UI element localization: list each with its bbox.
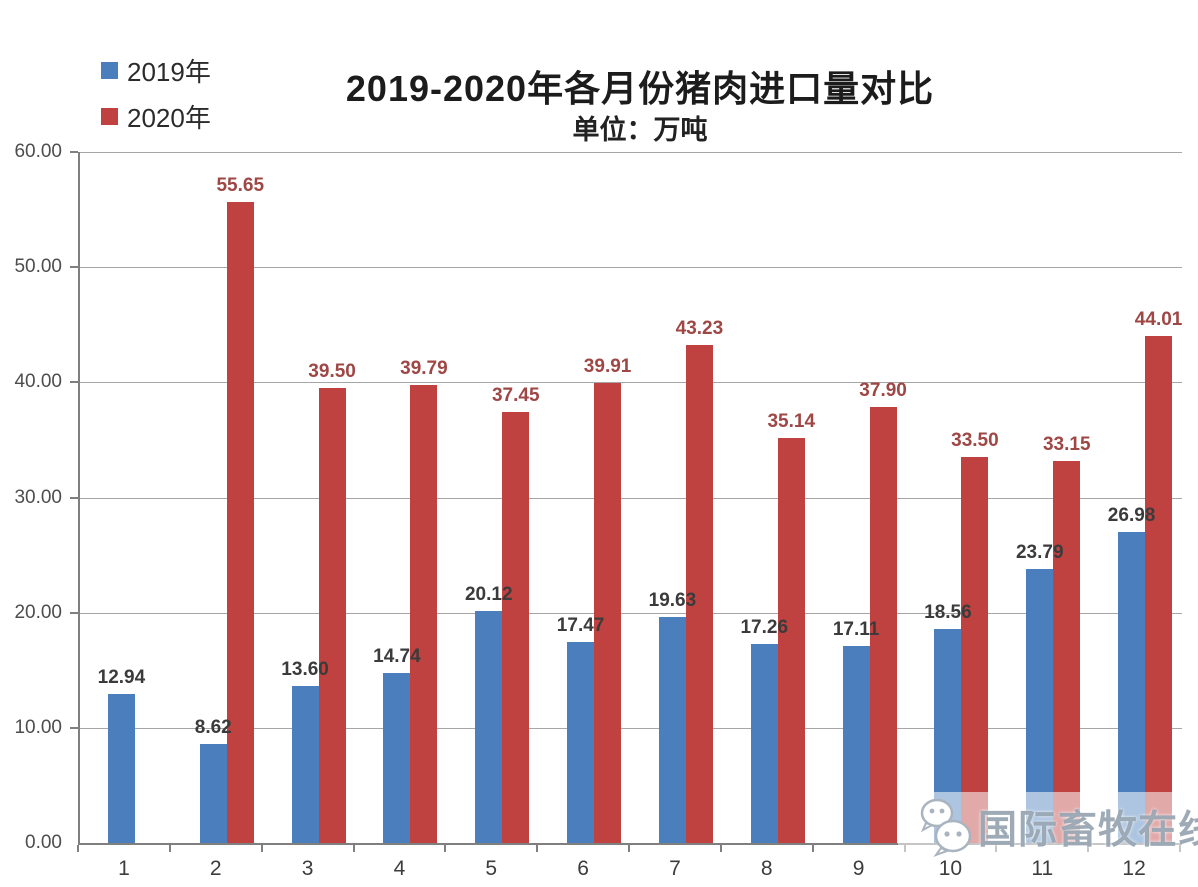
bar-2019年-month-5: [475, 611, 503, 843]
bar-value-label: 37.45: [491, 384, 540, 406]
y-tick-label: 10.00: [14, 716, 62, 738]
wechat-icon: [916, 796, 978, 858]
y-tick-mark: [70, 381, 78, 384]
y-axis: 0.00 10.00 20.00 30.00 40.00 50.00 60.00: [0, 142, 78, 853]
bar-value-label: 39.91: [583, 356, 632, 378]
bar-2019年-month-3: [291, 686, 319, 843]
bar-2020年-month-6: [594, 383, 622, 843]
x-tick-label: 5: [485, 857, 498, 880]
bar-value-label: 18.56: [924, 602, 972, 624]
bar-2020年-month-11: [1053, 461, 1081, 843]
x-tick-mark: [168, 845, 171, 852]
x-tick-label: 2: [209, 857, 222, 880]
bar-2019年-month-12: [1118, 532, 1146, 843]
plot-area: 12.94 8.62 55.65 13.60 39.50 14.74 39.79 20.12 3…: [78, 152, 1182, 845]
bar-2020年-month-7: [685, 345, 713, 843]
x-tick-label: 11: [1031, 857, 1054, 880]
chart-title: 2019-2020年各月份猪肉进口量对比: [345, 68, 935, 109]
gridline: [80, 382, 1182, 384]
bar-2020年-month-5: [502, 411, 530, 843]
bar-2019年-month-4: [383, 673, 411, 843]
bar-2020年-month-3: [318, 388, 346, 843]
bar-2019年-month-8: [750, 644, 778, 843]
x-tick-mark: [536, 845, 539, 852]
bar-2019年-month-6: [567, 641, 595, 843]
bar-2020年-month-4: [410, 384, 438, 843]
bar-value-label: 8.62: [194, 716, 232, 738]
x-tick-mark: [811, 845, 814, 852]
x-tick-label: 7: [669, 857, 681, 880]
gridline: [80, 267, 1182, 269]
x-tick-label: 9: [852, 857, 865, 880]
y-tick-label: 30.00: [14, 486, 62, 508]
gridline: [80, 152, 1182, 153]
y-tick-label: 60.00: [14, 141, 62, 162]
bar-value-label: 12.94: [97, 666, 146, 688]
bar-value-label: 44.01: [1134, 309, 1183, 331]
y-tick-mark: [70, 496, 78, 499]
legend: 2019年 2020年: [101, 50, 211, 142]
bar-value-label: 33.50: [951, 430, 999, 452]
bar-value-label: 23.79: [1015, 542, 1064, 564]
bar-value-label: 39.50: [308, 361, 356, 383]
x-tick-label: 10: [938, 857, 963, 880]
bar-value-label: 26.98: [1107, 505, 1156, 527]
legend-swatch-2019: [101, 61, 118, 79]
x-tick-mark: [77, 845, 79, 852]
y-tick-mark: [70, 611, 78, 614]
x-tick-label: 3: [301, 857, 314, 880]
x-tick-label: 12: [1122, 857, 1146, 880]
bar-2020年-month-2: [226, 202, 254, 843]
bar-2019年-month-9: [842, 645, 870, 843]
legend-label-2020: 2020年: [127, 102, 211, 133]
chart-subtitle: 单位：万吨: [572, 115, 708, 145]
x-tick-label: 1: [118, 857, 130, 880]
bar-2020年-month-8: [777, 438, 805, 843]
legend-label-2019: 2019年: [127, 56, 211, 87]
y-tick-mark: [70, 151, 78, 153]
bar-value-label: 55.65: [216, 175, 265, 197]
y-tick-label: 20.00: [14, 601, 62, 623]
x-tick-label: 6: [577, 857, 589, 880]
x-tick-mark: [444, 845, 447, 852]
bar-value-label: 20.12: [464, 584, 513, 606]
legend-item-2019: 2019年: [101, 50, 211, 90]
bar-2020年-month-10: [961, 457, 989, 843]
bar-value-label: 37.90: [859, 379, 907, 401]
bar-value-label: 17.47: [556, 614, 605, 636]
bar-value-label: 14.74: [373, 646, 421, 668]
bar-value-label: 13.60: [281, 659, 329, 681]
bar-value-label: 39.79: [400, 357, 448, 379]
bar-value-label: 19.63: [648, 589, 697, 611]
bar-2019年-month-1: [107, 693, 135, 843]
x-tick-mark: [719, 845, 722, 852]
bar-value-label: 33.15: [1042, 434, 1091, 456]
y-tick-mark: [70, 726, 78, 729]
legend-item-2020: 2020年: [101, 96, 211, 136]
bar-2019年-month-2: [199, 743, 227, 843]
gridline: [80, 612, 1182, 614]
gridline: [80, 497, 1182, 499]
x-tick-label: 8: [760, 857, 773, 880]
x-tick-mark: [628, 845, 630, 852]
watermark: 国际畜牧在线: [916, 796, 1198, 858]
bar-2020年-month-12: [1145, 336, 1173, 843]
gridline: [80, 727, 1182, 729]
y-tick-mark: [70, 266, 78, 269]
bar-value-label: 17.26: [740, 617, 789, 639]
bar-2020年-month-9: [869, 406, 897, 843]
y-tick-label: 40.00: [14, 371, 62, 393]
legend-swatch-2020: [101, 107, 118, 125]
y-tick-label: 0.00: [25, 832, 62, 853]
x-tick-mark: [260, 845, 263, 852]
y-tick-label: 50.00: [14, 256, 62, 278]
watermark-text: 国际畜牧在线: [978, 809, 1198, 852]
x-tick-label: 4: [393, 857, 406, 880]
bar-value-label: 43.23: [675, 318, 724, 340]
x-tick-mark: [352, 845, 355, 852]
bar-value-label: 17.11: [832, 618, 880, 640]
bar-2019年-month-7: [658, 616, 686, 843]
bar-value-label: 35.14: [767, 411, 816, 433]
